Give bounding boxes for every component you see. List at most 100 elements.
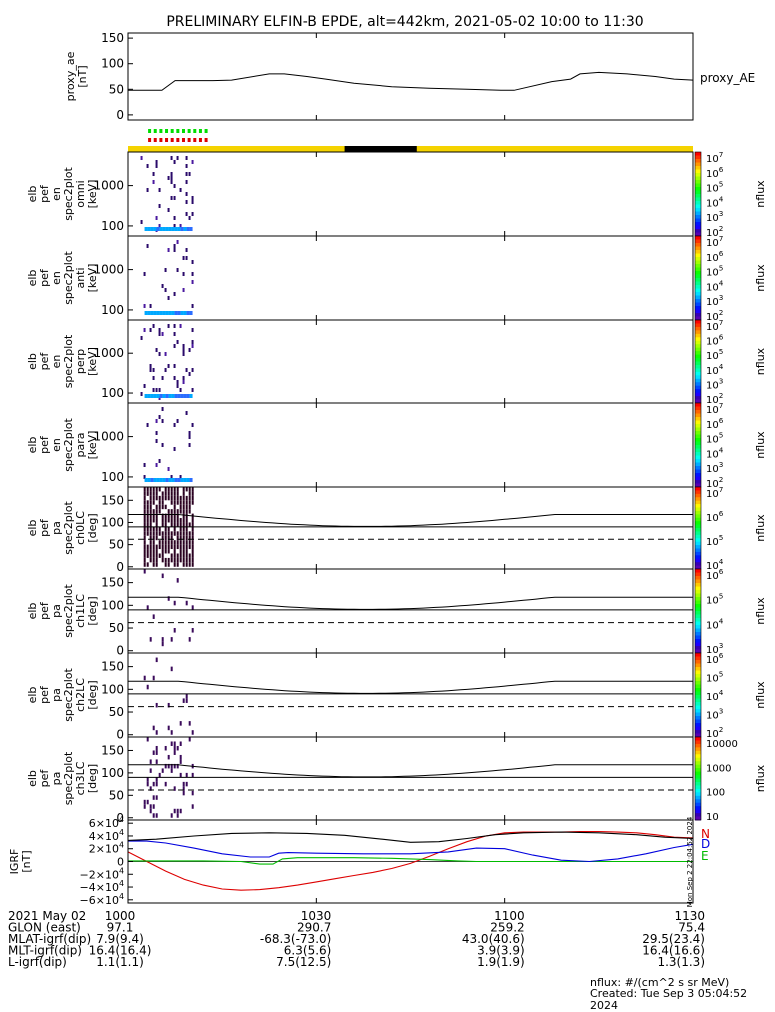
colorbar-swatch	[695, 705, 701, 710]
pitch-angle-cell	[182, 513, 185, 519]
pitch-angle-cell	[179, 721, 182, 726]
spectrogram-cell	[144, 227, 148, 231]
pitch-angle-cell	[149, 544, 152, 550]
colorbar-tick: 106	[706, 651, 724, 666]
pitch-angle-cell	[191, 535, 194, 541]
pitch-angle-cell	[170, 763, 173, 769]
pitch-angle-cell	[179, 540, 182, 545]
colorbar-swatch	[695, 351, 701, 356]
pitch-angle-cell	[179, 808, 182, 814]
spectrogram-cell	[173, 184, 176, 188]
spectrogram-cell	[155, 439, 158, 443]
colorbar-swatch	[695, 399, 701, 404]
colorbar-swatch	[695, 726, 701, 731]
pitch-angle-cell	[170, 741, 173, 746]
proxy-ae-legend: proxy_AE	[700, 71, 755, 85]
spectrogram-cell	[186, 394, 190, 398]
footer-value: 29.5(23.4)	[642, 932, 705, 946]
pitch-angle-cell	[182, 504, 185, 510]
colorbar-tick: 107	[706, 150, 723, 165]
pitch-angle-cell	[167, 495, 170, 501]
pitch-angle-cell	[173, 600, 176, 606]
colorbar-swatch	[695, 632, 701, 636]
pitch-angle-cell	[146, 500, 149, 505]
colorbar-swatch	[695, 555, 701, 560]
spectrogram-cell	[191, 280, 194, 284]
colorbar-swatch	[695, 514, 701, 519]
spectrogram-cell	[140, 220, 143, 224]
colorbar-swatch	[695, 375, 701, 380]
igrf-ylabel-line: IGRF	[8, 849, 21, 875]
spectrogram-cell	[158, 204, 161, 208]
igrf-y-tick-label: 6×104	[89, 815, 124, 830]
pitch-angle-cell	[179, 500, 182, 505]
pitch-angle-cell	[161, 544, 164, 550]
colorbar-swatch	[695, 260, 701, 265]
spectrogram-cell	[180, 478, 184, 482]
spectrogram-cell	[188, 431, 191, 435]
pitch-angle-cell	[143, 531, 146, 536]
pitch-angle-cell	[191, 790, 194, 796]
colorbar-label: nflux	[754, 597, 767, 625]
colorbar-swatch	[695, 642, 701, 647]
science-zone-marker	[159, 138, 163, 142]
colorbar-swatch	[695, 201, 701, 205]
pitch-angle-cell	[167, 725, 170, 731]
spectrogram-cell	[147, 227, 151, 231]
spectrogram-cell	[173, 160, 176, 164]
pitch-angle-cell	[149, 637, 152, 642]
spectrogram-cell	[159, 227, 163, 231]
spectrogram-cell	[174, 478, 178, 482]
pitch-angle-cell	[161, 540, 164, 545]
proxy-ae-line	[128, 71, 694, 91]
omni-ylabel: elb pef en spec2plot omni [keV]	[26, 167, 99, 221]
colorbar-swatch	[695, 424, 701, 428]
spectrogram-cell	[155, 164, 158, 168]
spectrogram-cell	[189, 478, 193, 482]
pitch-angle-cell	[185, 518, 188, 523]
anti-frame	[127, 235, 694, 321]
spectrogram-cell	[155, 419, 158, 423]
pitch-angle-cell	[152, 526, 155, 532]
colorbar-swatch	[695, 169, 701, 174]
pitch-angle-cell	[173, 500, 176, 505]
colorbar-swatch	[695, 302, 701, 307]
colorbar-ch3LC: 10000 1000 100 10 nflux	[694, 736, 767, 823]
perp-frame	[127, 319, 694, 404]
pitch-angle-cell	[191, 772, 194, 778]
spectrogram-cell	[183, 311, 187, 315]
pitch-angle-cell	[191, 628, 194, 633]
spectrogram-cell	[144, 394, 148, 398]
ch3LC-ylabel-line: elb	[26, 770, 39, 787]
colorbar-swatch	[695, 497, 701, 502]
spectrogram-cell	[168, 311, 172, 315]
pitch-angle-cell	[161, 495, 164, 501]
spectrogram-cell	[149, 328, 152, 332]
colorbar-swatch	[695, 438, 701, 442]
pitch-angle-cell	[182, 540, 185, 545]
footer-value: 7.9(9.4)	[96, 932, 144, 946]
pitch-angle-cell	[170, 522, 173, 527]
ch1LC-ylabel-line: pa	[50, 604, 63, 618]
igrf-legend-d: D	[701, 837, 710, 851]
colorbar-tick: 106	[706, 509, 724, 524]
science-zone-marker	[148, 129, 152, 133]
colorbar-swatch	[695, 452, 701, 456]
para-ylabel-line: pef	[38, 435, 51, 454]
spectrogram-cell	[170, 196, 173, 200]
colorbar-tick: 107	[706, 401, 723, 416]
proxy-ae-ylabel-line: proxy_ae	[64, 51, 77, 101]
pitch-angle-cell	[173, 763, 176, 769]
pitch-angle-cell	[173, 509, 176, 514]
spectrogram-cell	[156, 478, 160, 482]
footer-value: 6.3(5.6)	[284, 944, 332, 958]
footer-value: 259.2	[490, 921, 524, 935]
colorbar-swatch	[695, 232, 701, 237]
colorbar-swatch	[695, 243, 701, 247]
colorbar-tick: 105	[706, 533, 723, 548]
loss-cone-line	[128, 596, 693, 610]
footer-value: 1000	[105, 909, 136, 923]
perp-ylabel-line: [keV]	[86, 347, 99, 376]
colorbar-swatch	[695, 313, 701, 317]
